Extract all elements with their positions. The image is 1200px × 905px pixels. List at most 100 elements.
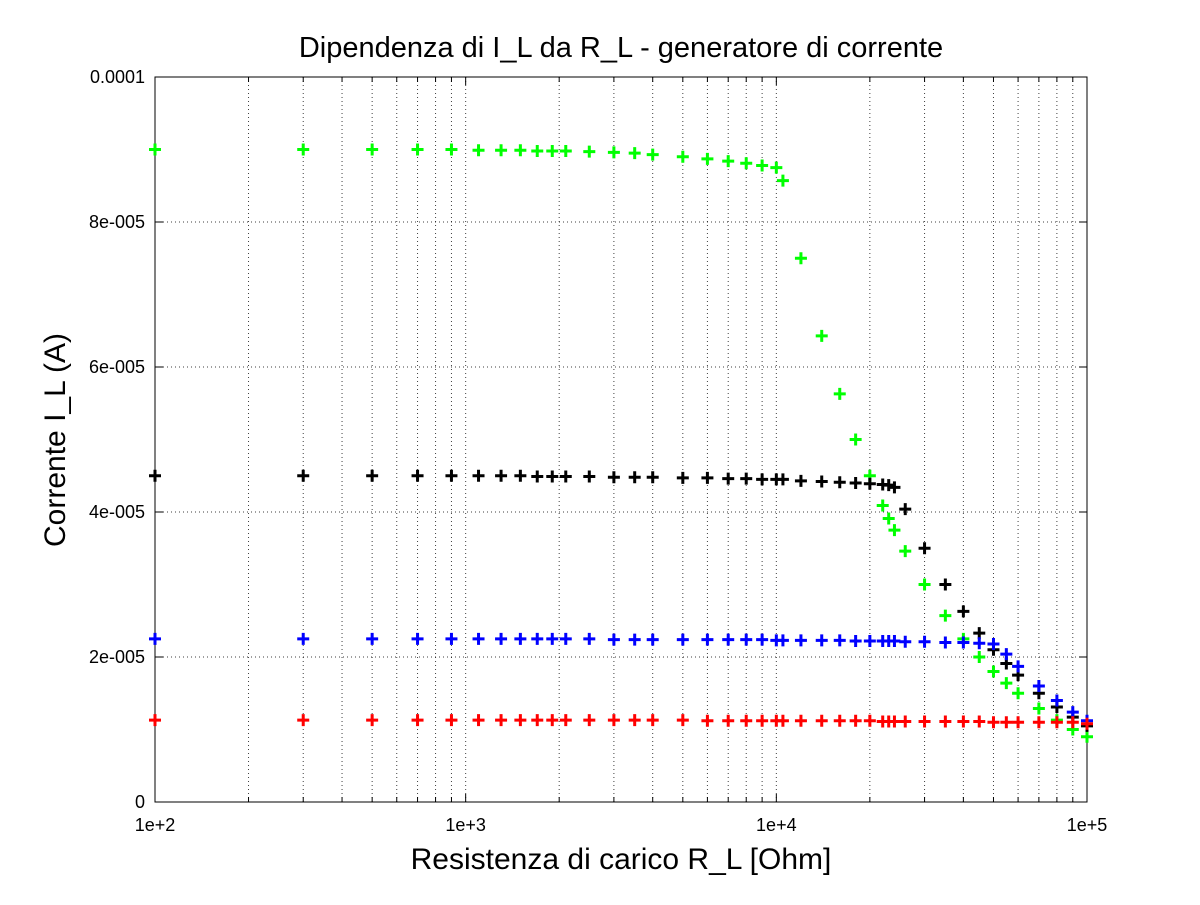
data-point <box>1066 716 1079 729</box>
data-point <box>628 147 641 160</box>
data-point <box>546 470 559 483</box>
data-point <box>794 252 807 265</box>
data-point <box>1050 716 1063 729</box>
data-point <box>495 632 508 645</box>
data-point <box>297 714 310 727</box>
data-point <box>149 143 161 156</box>
data-point <box>740 714 753 727</box>
data-point <box>849 477 862 489</box>
data-point <box>899 635 912 648</box>
data-point <box>939 609 952 622</box>
plot-frame <box>154 76 1088 803</box>
data-point <box>1012 660 1025 673</box>
data-point <box>1032 716 1045 729</box>
data-point <box>472 714 485 727</box>
data-point <box>987 716 1000 729</box>
data-point <box>531 632 544 645</box>
data-point <box>445 469 458 482</box>
data-point <box>583 714 596 727</box>
data-point <box>149 632 161 645</box>
data-point <box>1066 706 1079 719</box>
data-point <box>815 714 828 727</box>
data-point <box>740 157 753 170</box>
data-point <box>882 479 895 492</box>
data-point <box>957 605 970 618</box>
data-point <box>1032 702 1045 715</box>
data-point <box>149 714 161 727</box>
data-point <box>676 471 689 484</box>
y-tick-label: 4e-005 <box>89 502 145 522</box>
data-point <box>607 146 620 159</box>
data-point <box>1012 687 1025 700</box>
data-point <box>756 159 769 172</box>
data-point <box>531 144 544 157</box>
data-point <box>957 636 970 649</box>
data-point <box>770 161 783 174</box>
data-point <box>863 635 876 648</box>
data-point <box>957 715 970 728</box>
data-point <box>559 144 572 157</box>
data-point <box>973 637 986 650</box>
data-point <box>1000 648 1013 661</box>
data-point <box>1012 716 1025 729</box>
data-point <box>1050 694 1063 707</box>
chart-title: Dipendenza di I_L da R_L - generatore di… <box>299 32 943 64</box>
data-point <box>676 633 689 646</box>
data-point <box>676 150 689 163</box>
y-tick-label: 0 <box>135 792 145 812</box>
data-point <box>849 433 862 446</box>
data-point <box>1000 677 1013 690</box>
data-point <box>794 634 807 647</box>
data-point <box>628 633 641 646</box>
data-point <box>366 714 379 727</box>
data-point <box>756 714 769 727</box>
y-axis-label: Corrente I_L (A) <box>39 333 72 547</box>
data-point <box>794 714 807 727</box>
data-point <box>646 148 659 161</box>
data-point <box>546 714 559 727</box>
data-point <box>888 635 901 648</box>
data-point <box>899 503 912 516</box>
tick-layer: 0 2e-005 4e-005 6e-005 8e-005 0.0001 1e+2 1e+3 1… <box>89 67 1107 835</box>
data-point <box>472 632 485 645</box>
data-point <box>849 714 862 727</box>
data-point <box>987 665 1000 678</box>
data-point <box>559 714 572 727</box>
data-point <box>607 471 620 484</box>
y-tick-label: 8e-005 <box>89 212 145 232</box>
data-point <box>918 542 931 555</box>
data-point <box>628 714 641 727</box>
data-point <box>776 634 789 647</box>
grid-layer <box>155 77 1087 802</box>
data-point <box>411 469 424 482</box>
data-point <box>815 634 828 647</box>
data-point <box>495 714 508 727</box>
data-point <box>495 144 508 157</box>
data-point <box>472 144 485 157</box>
data-point <box>297 143 310 156</box>
data-point <box>973 651 986 663</box>
data-point <box>701 714 714 727</box>
data-point <box>514 144 527 157</box>
data-point <box>445 632 458 645</box>
data-point <box>833 387 846 400</box>
data-point <box>607 714 620 727</box>
data-point <box>701 471 714 484</box>
data-point <box>646 471 659 484</box>
data-point <box>495 469 508 482</box>
data-point <box>833 634 846 647</box>
data-point <box>607 633 620 646</box>
data-point <box>366 469 379 482</box>
data-point <box>776 714 789 727</box>
data-point <box>815 329 828 342</box>
data-point <box>149 469 161 482</box>
data-point <box>445 143 458 156</box>
data-point <box>701 633 714 646</box>
x-axis-label: Resistenza di carico R_L [Ohm] <box>411 843 832 876</box>
data-point <box>888 524 901 537</box>
y-tick-label: 2e-005 <box>89 647 145 667</box>
data-point <box>546 144 559 157</box>
data-point <box>701 152 714 165</box>
data-point <box>411 632 424 645</box>
